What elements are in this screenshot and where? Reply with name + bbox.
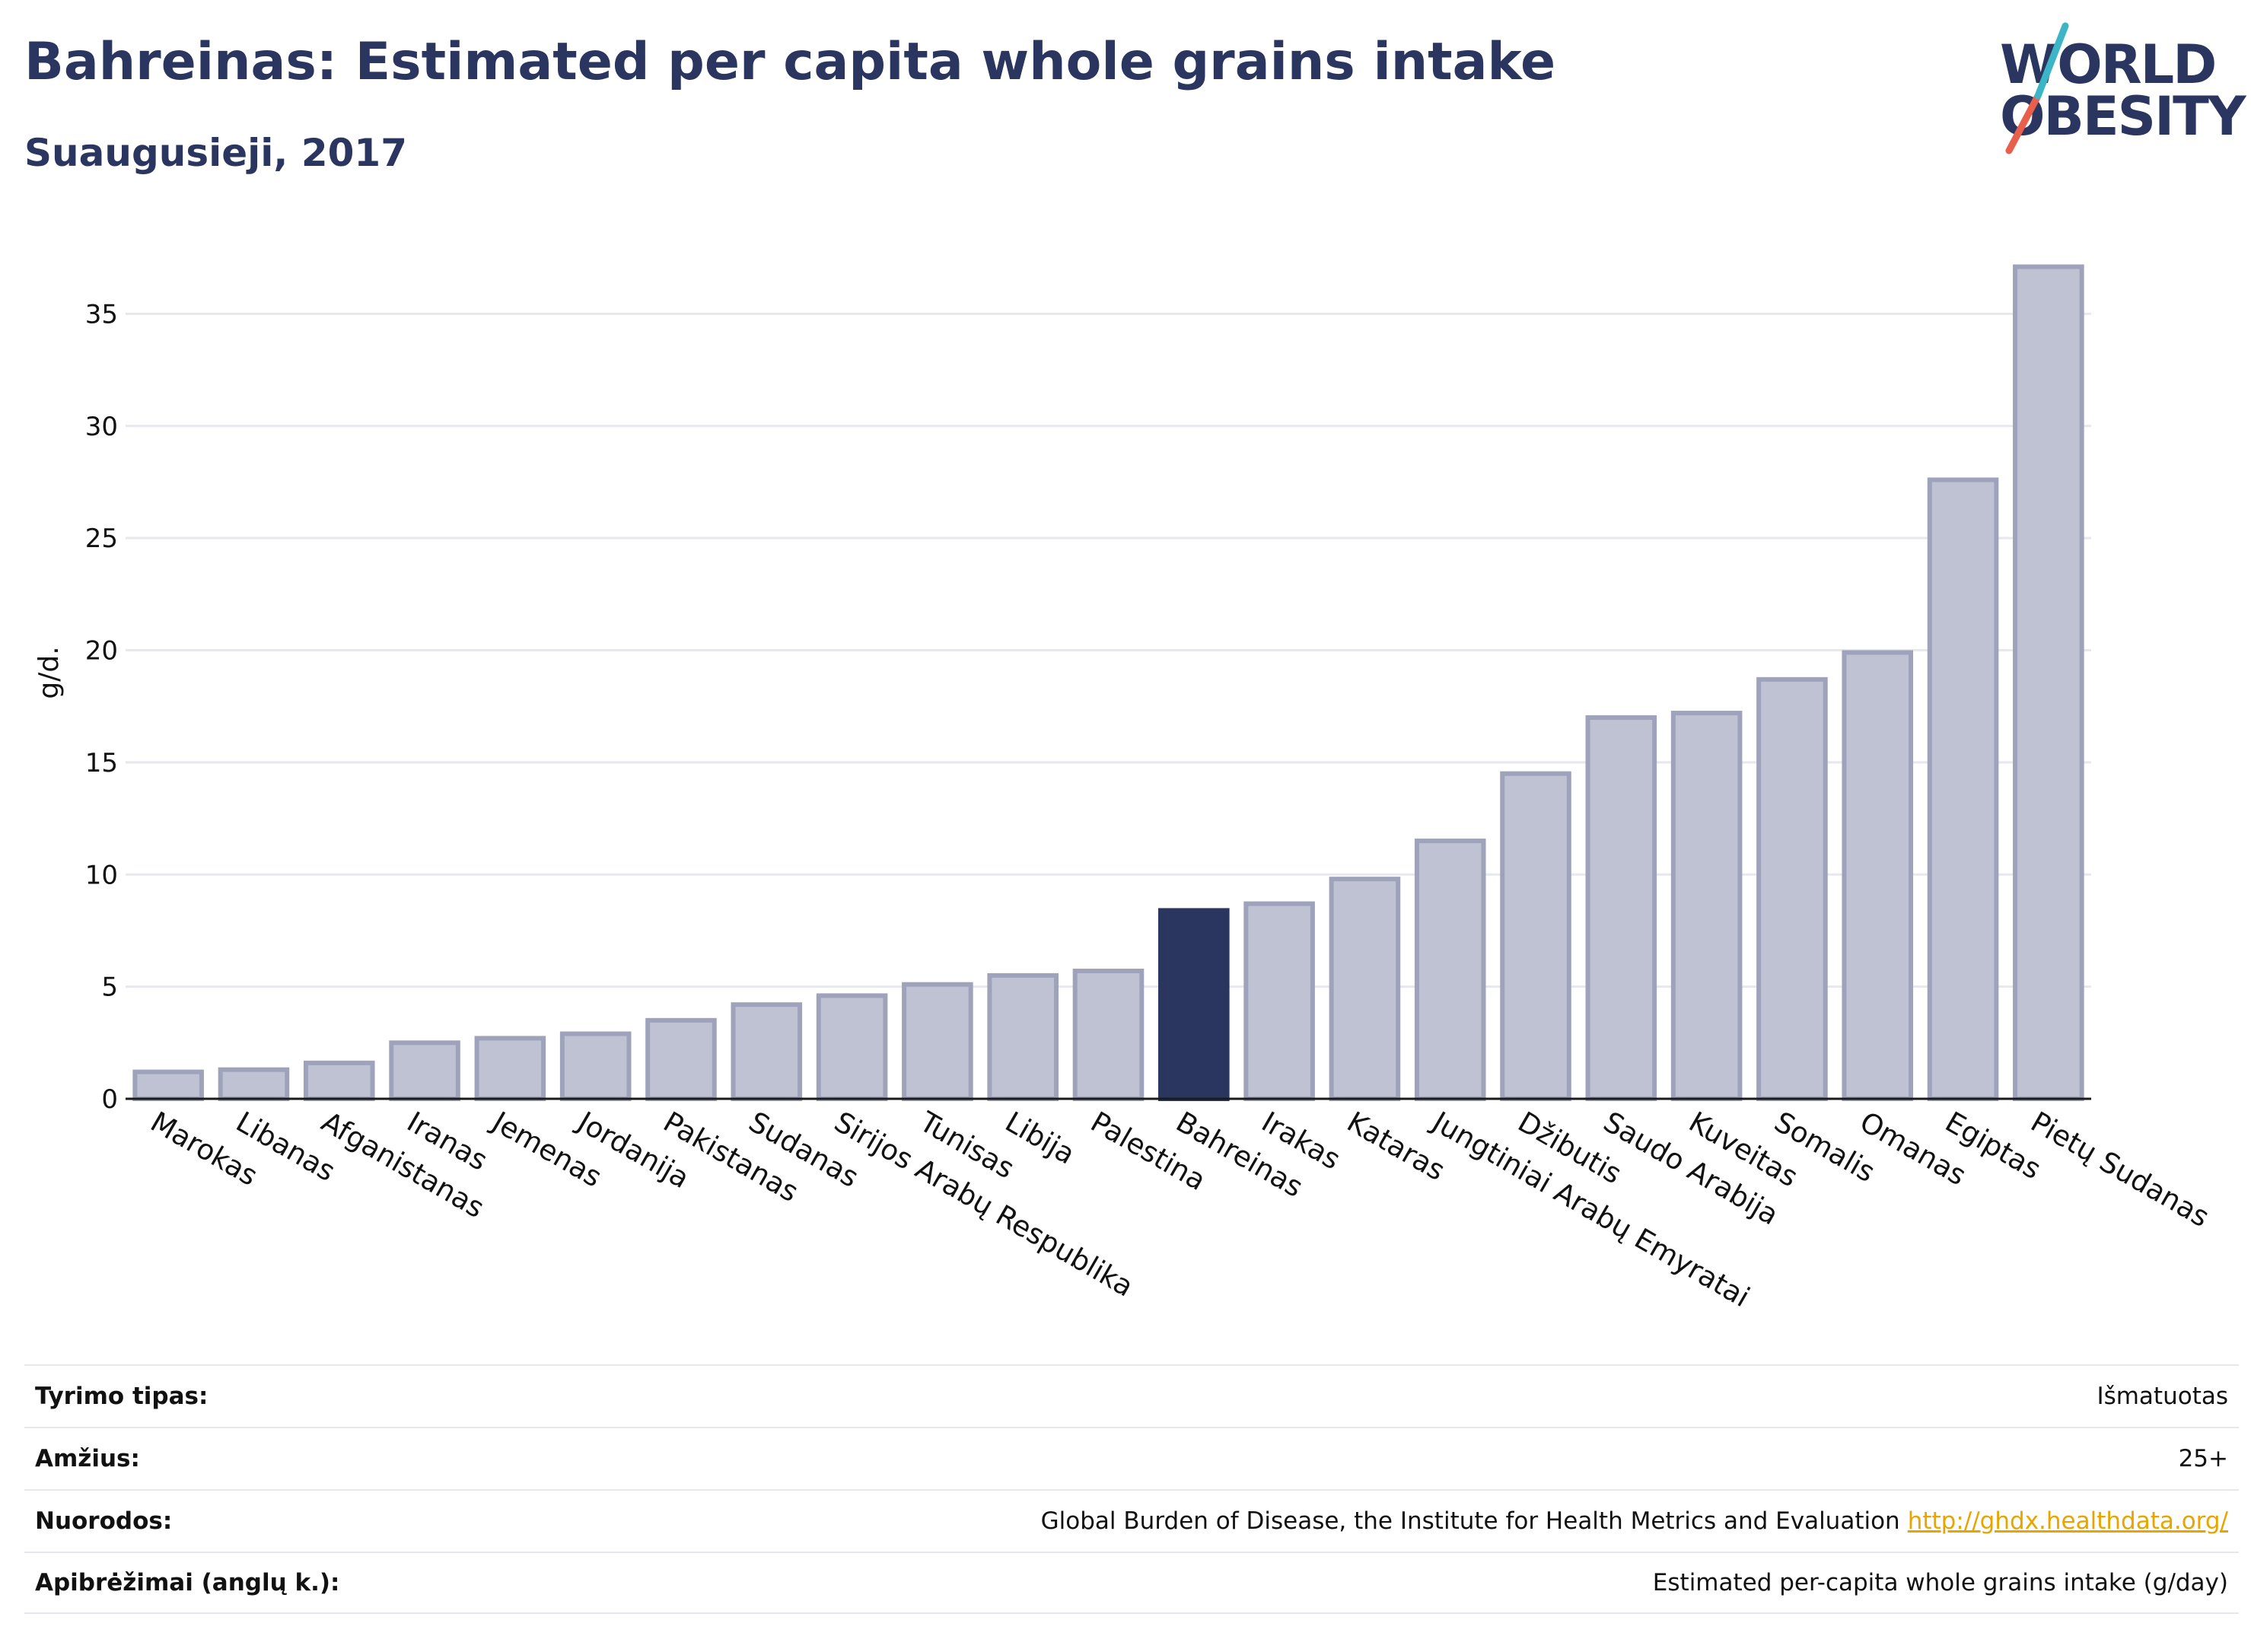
bar bbox=[474, 1036, 546, 1101]
info-value: Išmatuotas bbox=[2097, 1383, 2228, 1410]
info-row: Tyrimo tipas: Išmatuotas bbox=[24, 1364, 2239, 1427]
y-tick-label: 15 bbox=[85, 748, 118, 778]
bar bbox=[1329, 877, 1401, 1101]
info-value: Global Burden of Disease, the Institute … bbox=[1040, 1507, 2228, 1535]
bar-chart: 05101520253035g/d.MarokasLibanasAfganist… bbox=[33, 264, 2214, 1313]
logo-slash-icon bbox=[2005, 22, 2069, 154]
y-tick-label: 0 bbox=[101, 1084, 118, 1115]
info-key: Amžius: bbox=[35, 1445, 140, 1472]
bar bbox=[303, 1060, 375, 1102]
bar bbox=[987, 972, 1059, 1102]
bar bbox=[1670, 711, 1743, 1101]
info-key: Nuorodos: bbox=[35, 1507, 173, 1535]
bar bbox=[731, 1002, 803, 1102]
info-value: 25+ bbox=[2178, 1445, 2228, 1472]
page-subtitle: Suaugusieji, 2017 bbox=[24, 131, 407, 175]
bar bbox=[816, 993, 888, 1101]
bar bbox=[1072, 969, 1145, 1101]
info-key: Tyrimo tipas: bbox=[35, 1383, 209, 1410]
bar bbox=[1414, 839, 1486, 1101]
bar bbox=[1927, 477, 1999, 1101]
world-obesity-logo: WORLD OBESITY bbox=[1986, 21, 2246, 158]
info-row: Nuorodos: Global Burden of Disease, the I… bbox=[24, 1489, 2239, 1552]
info-table: Tyrimo tipas: Išmatuotas Amžius: 25+ Nuorodo… bbox=[24, 1364, 2239, 1614]
bar bbox=[2013, 264, 2084, 1101]
bar bbox=[1585, 715, 1657, 1102]
y-tick-label: 25 bbox=[85, 524, 118, 554]
logo-line1: WORLD bbox=[2000, 33, 2217, 96]
x-tick-label: Pietų Sudanas bbox=[2025, 1106, 2214, 1234]
logo-line2: OBESITY bbox=[2000, 85, 2246, 148]
bar bbox=[132, 1069, 204, 1102]
bar-highlighted bbox=[1158, 908, 1230, 1101]
bar bbox=[1243, 901, 1315, 1102]
source-link[interactable]: http://ghdx.healthdata.org/ bbox=[1907, 1507, 2228, 1535]
bar bbox=[902, 982, 973, 1101]
y-tick-label: 20 bbox=[85, 636, 118, 667]
y-tick-label: 35 bbox=[85, 299, 118, 329]
bar bbox=[389, 1040, 460, 1102]
bar bbox=[218, 1067, 290, 1101]
bar bbox=[645, 1017, 717, 1102]
y-tick-label: 5 bbox=[101, 972, 118, 1003]
info-value: Estimated per-capita whole grains intake… bbox=[1652, 1569, 2228, 1596]
bar bbox=[1842, 650, 1914, 1101]
info-row: Apibrėžimai (anglų k.): Estimated per-cap… bbox=[24, 1552, 2239, 1614]
bar bbox=[1756, 676, 1828, 1101]
y-axis-label: g/d. bbox=[33, 646, 65, 699]
info-row: Amžius: 25+ bbox=[24, 1427, 2239, 1489]
page-title: Bahreinas: Estimated per capita whole gr… bbox=[24, 32, 1556, 92]
bar bbox=[559, 1031, 632, 1102]
bar bbox=[1500, 771, 1571, 1101]
y-tick-label: 10 bbox=[85, 860, 118, 890]
y-tick-label: 30 bbox=[85, 412, 118, 442]
info-key: Apibrėžimai (anglų k.): bbox=[35, 1569, 340, 1596]
x-tick-label: Kataras bbox=[1342, 1106, 1450, 1188]
